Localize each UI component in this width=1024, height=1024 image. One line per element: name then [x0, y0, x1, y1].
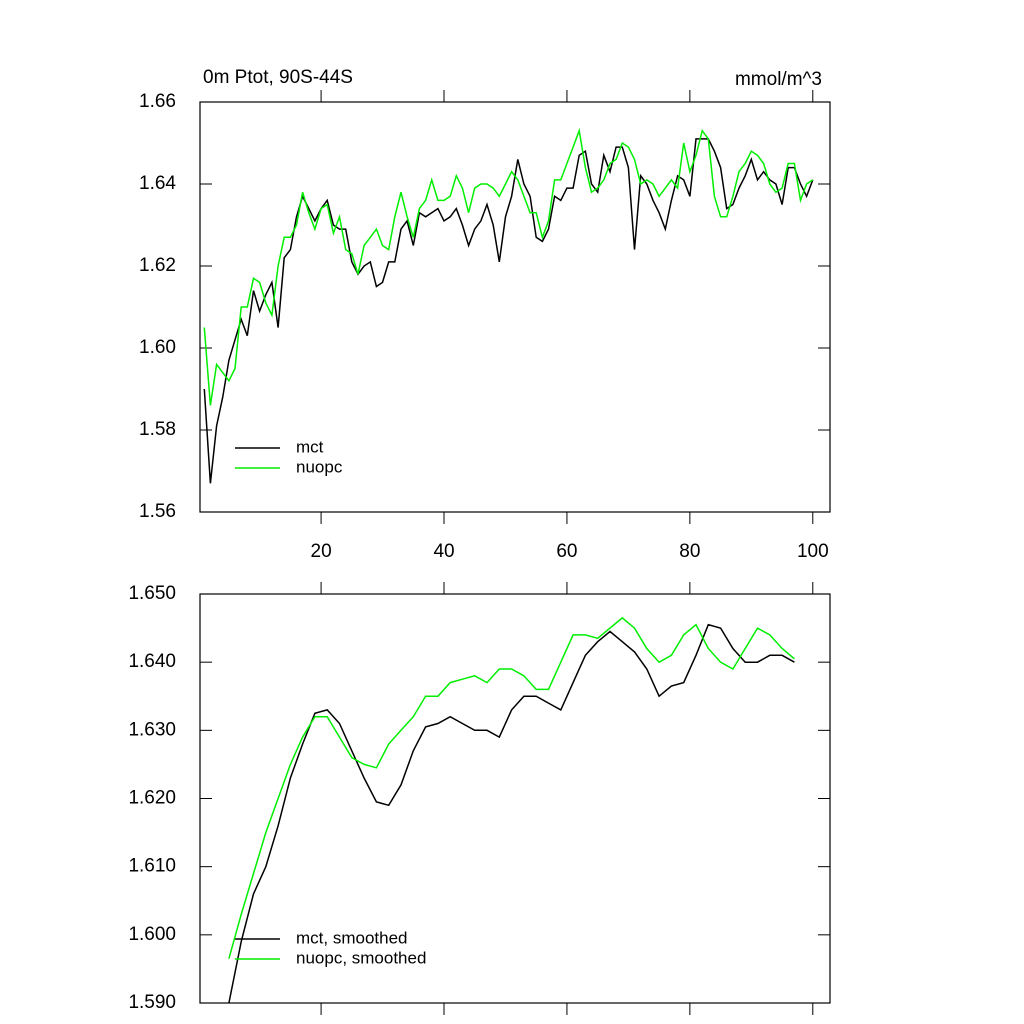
- legend-label: nuopc: [296, 457, 343, 476]
- y-tick-label: 1.590: [128, 992, 176, 1013]
- y-tick-label: 1.58: [139, 419, 176, 440]
- y-tick-label: 1.62: [139, 255, 176, 276]
- x-tick-label: 100: [797, 541, 829, 562]
- y-tick-label: 1.60: [139, 337, 176, 358]
- y-tick-label: 1.640: [128, 651, 176, 672]
- y-tick-label: 1.64: [139, 173, 176, 194]
- data-line: [228, 623, 795, 1004]
- data-line: [203, 127, 814, 406]
- y-tick-label: 1.56: [139, 501, 176, 522]
- x-tick-label: 60: [556, 541, 577, 562]
- legend-label: nuopc, smoothed: [296, 948, 426, 967]
- legend-label: mct: [296, 437, 324, 456]
- x-tick-label: 80: [679, 541, 700, 562]
- data-line: [228, 616, 795, 959]
- plot-frame: [199, 101, 831, 513]
- y-tick-label: 1.600: [128, 924, 176, 945]
- chart-title: 0m Ptot, 90S-44S: [203, 67, 353, 88]
- y-tick-label: 1.620: [128, 788, 176, 809]
- y-tick-label: 1.630: [128, 719, 176, 740]
- x-tick-label: 20: [311, 541, 332, 562]
- data-line: [203, 138, 814, 484]
- y-tick-label: 1.610: [128, 856, 176, 877]
- y-tick-label: 1.66: [139, 91, 176, 112]
- units-label: mmol/m^3: [735, 69, 822, 90]
- plot-frame: [199, 593, 831, 1004]
- legend-label: mct, smoothed: [296, 928, 408, 947]
- x-tick-label: 40: [433, 541, 454, 562]
- y-tick-label: 1.650: [128, 583, 176, 604]
